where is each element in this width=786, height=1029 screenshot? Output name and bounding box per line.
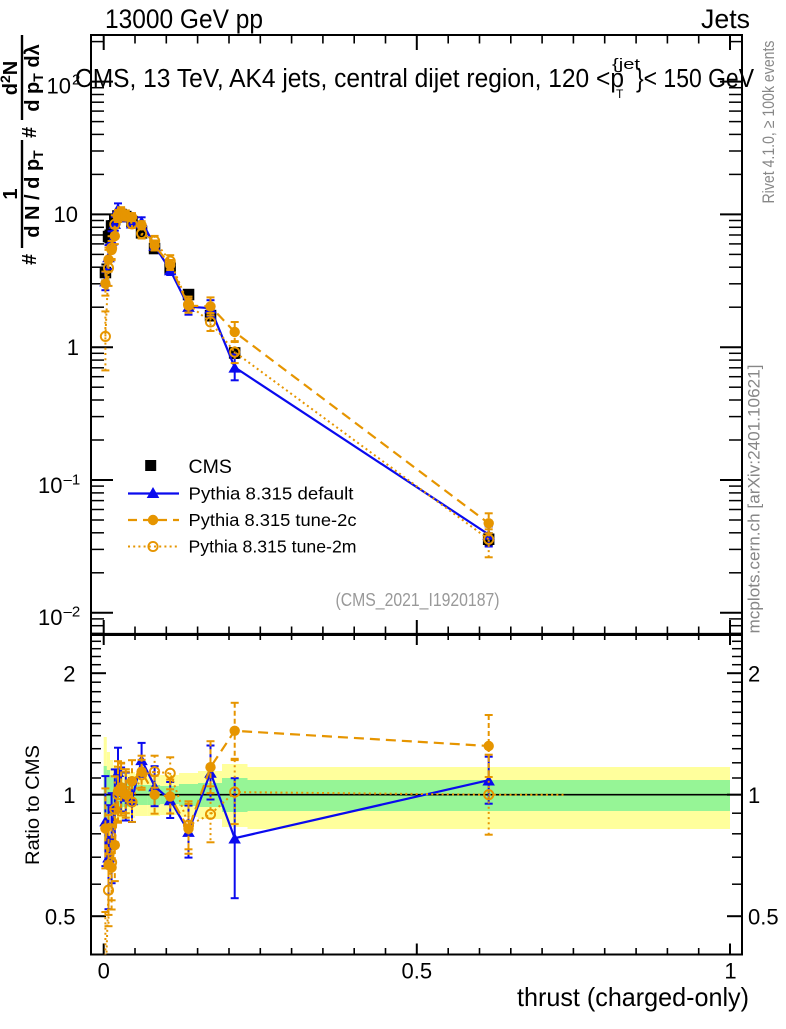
svg-text:10: 10 [38, 473, 62, 498]
svg-text:–2: –2 [64, 604, 81, 621]
svg-text:0.5: 0.5 [748, 904, 779, 929]
svg-text:0.5: 0.5 [402, 959, 433, 984]
svg-text:Ratio to CMS: Ratio to CMS [23, 745, 44, 865]
svg-text:1: 1 [748, 783, 760, 808]
svg-text:10: 10 [54, 202, 78, 227]
svg-text:CMS, 13 TeV, AK4 jets, central: CMS, 13 TeV, AK4 jets, central dijet reg… [75, 65, 624, 93]
svg-text:d2N: d2N [0, 61, 22, 95]
svg-text:CMS: CMS [189, 456, 232, 478]
svg-text:thrust (charged-only): thrust (charged-only) [517, 982, 749, 1012]
svg-text:0.5: 0.5 [45, 904, 76, 929]
svg-text:Pythia 8.315 tune-2m: Pythia 8.315 tune-2m [189, 537, 357, 557]
svg-text:Rivet 4.1.0, ≥ 100k events: Rivet 4.1.0, ≥ 100k events [759, 41, 778, 204]
svg-text:d N / d pT: d N / d pT [22, 150, 46, 238]
svg-text:2: 2 [748, 661, 760, 686]
svg-text:2: 2 [63, 661, 75, 686]
svg-text:{jet: {jet [612, 56, 641, 73]
svg-text:1: 1 [724, 959, 736, 984]
svg-text:10: 10 [38, 605, 62, 630]
svg-text:–1: –1 [64, 472, 81, 489]
svg-text:Jets: Jets [701, 4, 750, 34]
svg-text:Pythia 8.315 default: Pythia 8.315 default [189, 484, 354, 504]
svg-text:mcplots.cern.ch [arXiv:2401.10: mcplots.cern.ch [arXiv:2401.10621] [745, 365, 764, 634]
svg-text:#: # [19, 254, 41, 265]
svg-text:13000 GeV pp: 13000 GeV pp [105, 4, 263, 34]
svg-text:0: 0 [98, 959, 110, 984]
svg-text:2: 2 [72, 72, 80, 89]
svg-text:1: 1 [67, 335, 79, 360]
svg-text:1: 1 [0, 188, 22, 199]
svg-text:(CMS_2021_I1920187): (CMS_2021_I1920187) [336, 589, 500, 611]
svg-text:}< 150 GeV: }< 150 GeV [636, 65, 754, 93]
svg-text:Pythia 8.315 tune-2c: Pythia 8.315 tune-2c [189, 510, 357, 530]
svg-text:T: T [616, 87, 624, 101]
svg-text:10: 10 [47, 74, 71, 99]
svg-text:#: # [19, 127, 41, 138]
svg-text:1: 1 [63, 783, 75, 808]
